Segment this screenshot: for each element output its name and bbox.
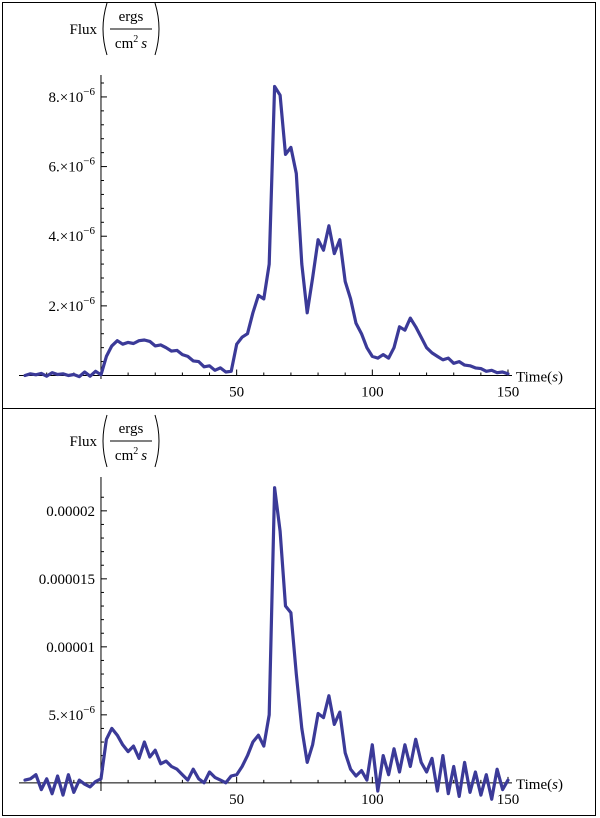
top-y-tick-label: 6.×10−6 [49, 156, 96, 176]
bottom-flux-series-line [23, 486, 510, 801]
bottom-chart-panel: 50 100 150 5.×10−6 0.00001 0.000015 0.00002 Flu… [2, 408, 596, 816]
bottom-x-axis-label: Time(s) [516, 777, 563, 793]
top-y-tick-label: 2.×10−6 [49, 295, 96, 315]
bottom-x-tick-label: 150 [497, 792, 520, 808]
top-flux-chart: 50 100 150 2.×10−6 4.×10−6 6.×10−6 8.×10−6 Flux… [19, 3, 563, 401]
bottom-y-tick-label: 0.000015 [39, 572, 95, 588]
bottom-flux-chart: 50 100 150 5.×10−6 0.00001 0.000015 0.00002 Flu… [19, 414, 563, 808]
bottom-y-label-paren-left [102, 414, 108, 468]
bottom-x-tick-label: 100 [361, 792, 384, 808]
top-y-tick-label: 4.×10−6 [49, 225, 96, 245]
bottom-y-tick-label: 0.00001 [46, 640, 95, 656]
bottom-y-label-denominator: cm2 s [115, 446, 147, 464]
top-x-tick-label: 150 [497, 385, 520, 401]
top-y-axis-label: Flux [69, 22, 97, 38]
top-y-label-paren-right [154, 3, 160, 56]
top-y-label-denominator: cm2 s [115, 34, 147, 52]
top-x-tick-label: 100 [361, 385, 384, 401]
top-flux-series-line [23, 84, 510, 379]
top-y-label-paren-left [102, 3, 108, 56]
bottom-y-tick-label: 5.×10−6 [49, 704, 96, 724]
top-y-tick-label: 8.×10−6 [49, 86, 96, 106]
bottom-x-tick-label: 50 [229, 792, 244, 808]
top-y-label-numerator: ergs [119, 9, 144, 25]
bottom-y-label-numerator: ergs [119, 421, 144, 437]
top-x-tick-label: 50 [229, 385, 244, 401]
bottom-y-tick-label: 0.00002 [46, 504, 95, 520]
bottom-y-axis-label: Flux [69, 434, 97, 450]
top-x-axis-label: Time(s) [516, 370, 563, 386]
bottom-y-label-paren-right [154, 414, 160, 468]
top-chart-panel: 50 100 150 2.×10−6 4.×10−6 6.×10−6 8.×10−6 Flux… [2, 2, 596, 409]
